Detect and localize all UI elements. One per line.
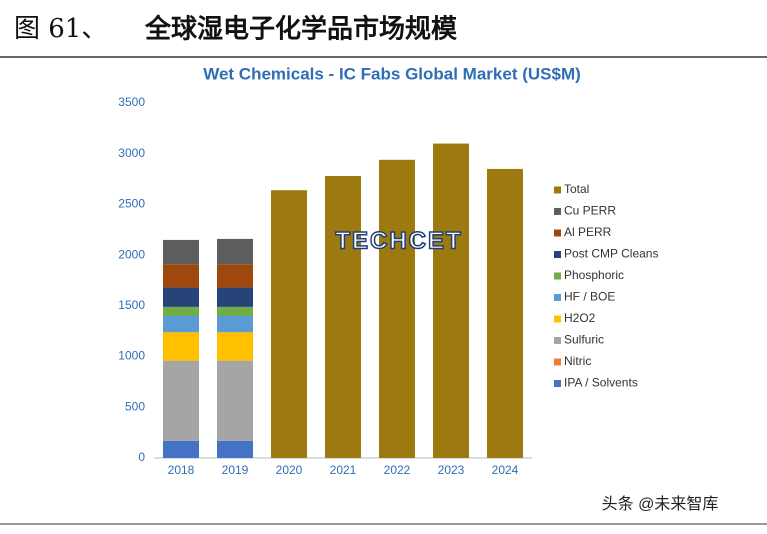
x-tick-label: 2022 (384, 463, 411, 477)
bar-segment (217, 264, 253, 288)
y-tick-label: 2500 (118, 197, 145, 211)
x-tick-label: 2019 (222, 463, 249, 477)
legend-label: HF / BOE (564, 290, 615, 304)
figure-number: 图 61、 (14, 14, 107, 44)
legend-swatch (554, 337, 561, 344)
bar-segment (217, 238, 253, 265)
footer-source: 头条 @未来智库 (602, 495, 719, 513)
legend-swatch (554, 229, 561, 237)
legend-label: Cu PERR (564, 204, 616, 218)
legend-label: Nitric (564, 354, 591, 368)
bar-segment (163, 306, 199, 316)
bar-segment (163, 287, 199, 307)
bar-segment (217, 440, 253, 458)
x-tick-label: 2018 (168, 463, 195, 477)
legend-label: H2O2 (564, 311, 596, 325)
legend-swatch (554, 294, 561, 301)
legend-swatch (554, 208, 561, 215)
legend-swatch (554, 358, 561, 366)
legend-label: Total (564, 182, 589, 196)
bar-segment (163, 239, 199, 265)
legend-swatch (554, 315, 561, 323)
legend-label: Sulfuric (564, 333, 604, 347)
bar-segment (163, 360, 199, 441)
y-tick-label: 3000 (118, 146, 145, 160)
legend-label: IPA / Solvents (564, 376, 638, 390)
chart-title: Wet Chemicals - IC Fabs Global Market (U… (203, 64, 581, 83)
watermark: TECHCET (335, 227, 462, 254)
bar-segment (163, 264, 199, 288)
y-tick-label: 500 (125, 399, 145, 413)
y-tick-label: 3500 (118, 95, 145, 109)
bar-segment (487, 168, 523, 458)
x-tick-label: 2021 (330, 463, 357, 477)
figure-title: 全球湿电子化学品市场规模 (144, 14, 458, 45)
bar-segment (217, 287, 253, 307)
y-tick-label: 1500 (118, 298, 145, 312)
x-tick-label: 2024 (492, 463, 519, 477)
bar-segment (163, 440, 199, 458)
y-tick-label: 0 (138, 450, 145, 464)
legend-label: Al PERR (564, 225, 612, 239)
bar-segment (163, 316, 199, 333)
bar-segment (217, 332, 253, 361)
legend-label: Post CMP Cleans (564, 247, 658, 261)
bar-segment (325, 176, 361, 458)
bar-segment (217, 306, 253, 316)
bar-segment (433, 143, 469, 459)
x-tick-label: 2020 (276, 463, 303, 477)
x-tick-label: 2023 (438, 463, 465, 477)
bar-segment (379, 159, 415, 459)
bar-segment (163, 332, 199, 361)
bar-segment (217, 360, 253, 441)
legend-swatch (554, 380, 561, 387)
y-tick-label: 1000 (118, 349, 145, 363)
legend-swatch (554, 251, 561, 258)
legend-label: Phosphoric (564, 268, 624, 282)
y-tick-label: 2000 (118, 247, 145, 261)
bar-segment (217, 316, 253, 333)
legend-swatch (554, 272, 561, 280)
legend-swatch (554, 186, 561, 194)
bar-segment (271, 190, 307, 458)
